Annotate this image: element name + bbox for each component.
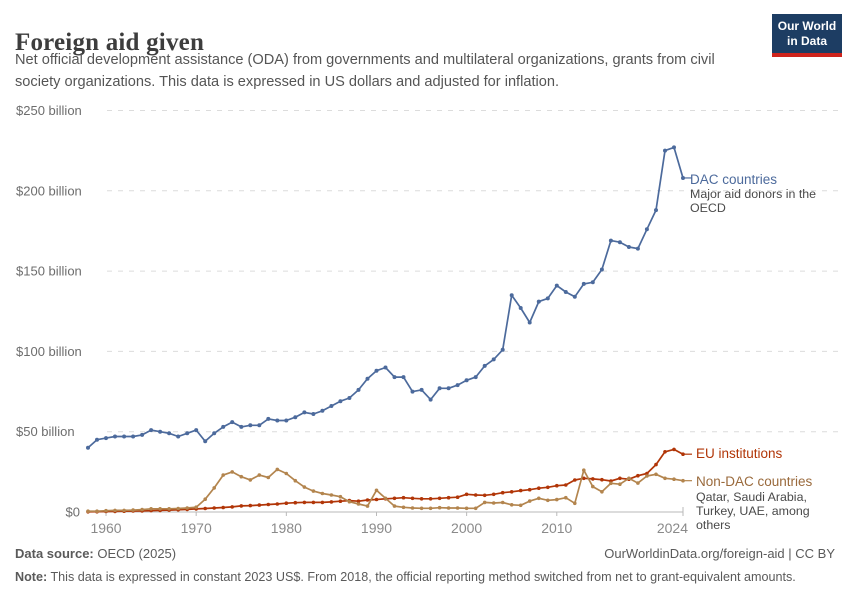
series-note-nondac: Qatar, Saudi Arabia, Turkey, UAE, among … <box>696 490 810 533</box>
series-label-dac: DAC countries <box>690 172 778 187</box>
footer: Data source: OECD (2025) OurWorldinData.… <box>15 546 835 561</box>
note-text: This data is expressed in constant 2023 … <box>47 570 796 584</box>
note-label: Note: <box>15 570 48 584</box>
series-label-eu: EU institutions <box>696 446 783 461</box>
series-note-dac: Major aid donors in the OECD <box>690 187 817 216</box>
svg-text:$50 billion: $50 billion <box>16 424 75 439</box>
data-source: Data source: OECD (2025) <box>15 546 176 561</box>
svg-text:1970: 1970 <box>181 520 212 536</box>
svg-text:$100 billion: $100 billion <box>16 344 82 359</box>
svg-text:1990: 1990 <box>361 520 392 536</box>
svg-text:2024: 2024 <box>657 520 688 536</box>
svg-text:$250 billion: $250 billion <box>16 103 82 118</box>
svg-text:$150 billion: $150 billion <box>16 264 82 279</box>
svg-text:$200 billion: $200 billion <box>16 183 82 198</box>
svg-text:2000: 2000 <box>451 520 482 536</box>
svg-text:$0: $0 <box>66 505 80 520</box>
svg-text:1980: 1980 <box>271 520 302 536</box>
owid-logo-line2: in Data <box>786 34 827 48</box>
svg-text:2010: 2010 <box>541 520 572 536</box>
svg-text:1960: 1960 <box>90 520 121 536</box>
chart-subtitle: Net official development assistance (ODA… <box>15 52 715 90</box>
data-source-label: Data source: <box>15 546 94 561</box>
page-title: Foreign aid given <box>15 28 205 56</box>
data-source-value: OECD (2025) <box>93 546 177 561</box>
footer-note: Note: This data is expressed in constant… <box>15 570 796 584</box>
owid-logo: Our World in Data <box>772 14 842 57</box>
owid-logo-line1: Our World <box>777 19 837 33</box>
series-label-nondac: Non-DAC countries <box>696 474 813 489</box>
owid-link[interactable]: OurWorldinData.org/foreign-aid | CC BY <box>604 546 835 561</box>
